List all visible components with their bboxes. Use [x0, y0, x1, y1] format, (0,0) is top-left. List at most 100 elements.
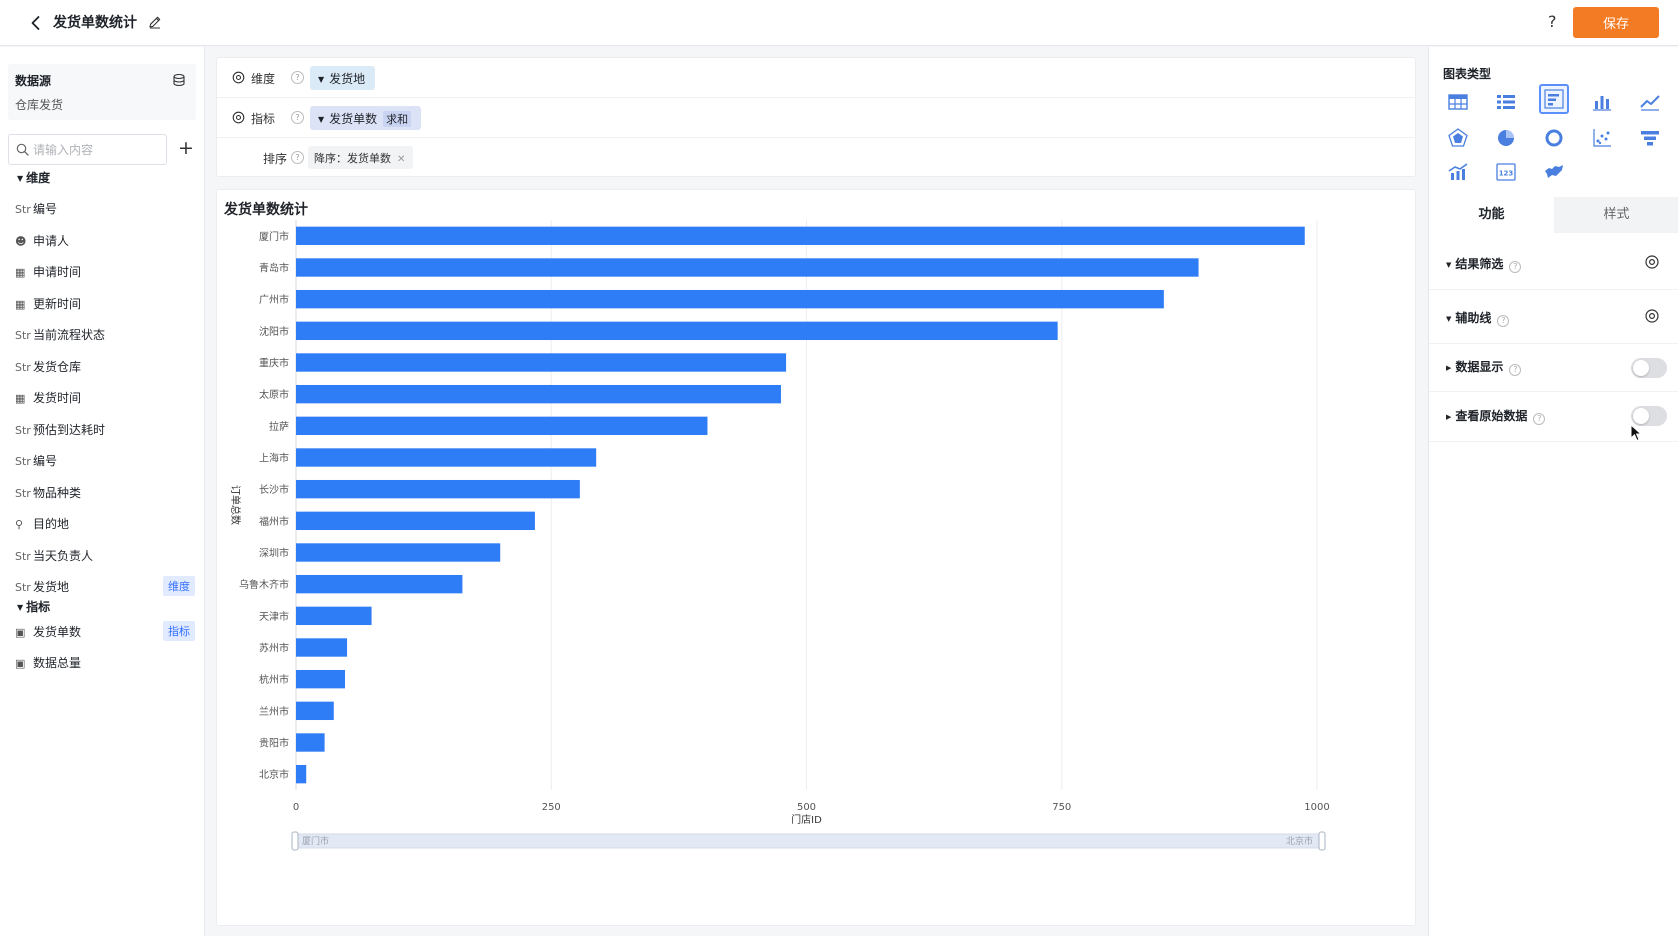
help-circle-icon[interactable]: ?: [1509, 364, 1522, 376]
help-icon[interactable]: ?: [1548, 12, 1557, 31]
data-display-row: ▶ 数据显示?: [1429, 344, 1678, 392]
data-display-expand[interactable]: ▶ 数据显示?: [1446, 358, 1522, 376]
dimension-field[interactable]: Str 当前流程状态: [15, 326, 195, 346]
help-circle-icon[interactable]: ?: [291, 111, 304, 124]
data-display-switch[interactable]: [1631, 358, 1667, 378]
dimension-field[interactable]: ▦ 申请时间: [15, 263, 195, 283]
dimension-row: 维度 ? ▼ 发货地: [217, 58, 1417, 98]
list-icon[interactable]: [1491, 87, 1521, 117]
x-axis-title: 门店ID: [791, 813, 822, 826]
search-input[interactable]: [33, 140, 161, 160]
dimension-field[interactable]: ☻ 申请人: [15, 232, 195, 252]
dimension-field[interactable]: ▦ 更新时间: [15, 295, 195, 315]
y-tick-label: 天津市: [259, 610, 289, 623]
field-label: 物品种类: [33, 485, 82, 500]
help-circle-icon[interactable]: ?: [291, 71, 304, 84]
bar: [296, 606, 372, 626]
result-filter-label: 结果筛选: [1455, 257, 1504, 271]
field-label: 预估到达耗时: [33, 422, 106, 437]
dimension-field[interactable]: Str 发货仓库: [15, 358, 195, 378]
close-icon[interactable]: ✕: [397, 154, 406, 165]
y-tick-label: 太原市: [259, 388, 289, 401]
sort-label: 排序: [263, 152, 288, 166]
string-type-icon: Str: [15, 329, 31, 342]
help-circle-icon[interactable]: ?: [1497, 315, 1510, 327]
funnel-icon[interactable]: [1635, 123, 1665, 153]
help-circle-icon[interactable]: ?: [291, 151, 304, 164]
y-tick-label: 福州市: [259, 515, 289, 528]
help-circle-icon[interactable]: ?: [1533, 413, 1546, 425]
zoom-slider-track: [293, 833, 1322, 849]
calendar-icon: ▦: [15, 266, 26, 279]
tab-style[interactable]: 样式: [1554, 197, 1678, 233]
top-bar: 发货单数统计 ? 保存: [0, 0, 1678, 46]
raw-data-expand[interactable]: ▶ 查看原始数据?: [1446, 407, 1546, 425]
metric-group-header[interactable]: ▼ 指标: [17, 599, 51, 614]
auxiliary-line-toggle[interactable]: ▼ 辅助线?: [1446, 309, 1510, 327]
y-tick-label: 贵阳市: [259, 737, 289, 750]
string-type-icon: Str: [15, 360, 31, 374]
query-config-panel: 维度 ? ▼ 发货地 指标 ? ▼ 发货单数 求和 排序 ? 降序：发货单数 ✕: [216, 57, 1417, 178]
help-circle-icon[interactable]: ?: [1509, 261, 1522, 273]
sort-pill[interactable]: 降序：发货单数 ✕: [308, 146, 414, 169]
y-tick-label: 深圳市: [259, 547, 289, 560]
number-card-icon[interactable]: 123: [1491, 157, 1521, 187]
radar-icon[interactable]: [1443, 123, 1473, 153]
dimension-field[interactable]: ⚲ 目的地: [15, 515, 195, 535]
settings-gear-icon[interactable]: [1644, 308, 1660, 324]
dimension-label: 维度: [251, 72, 276, 86]
y-tick-label: 沈阳市: [259, 325, 289, 338]
dimension-field[interactable]: Str 当天负责人: [15, 547, 195, 567]
dimension-field[interactable]: Str 物品种类: [15, 484, 195, 504]
field-label: 发货地: [33, 580, 70, 594]
bar: [296, 258, 1199, 277]
bar: [296, 733, 325, 752]
zoom-slider-end-label: 北京市: [1286, 835, 1313, 847]
field-search[interactable]: [8, 134, 167, 165]
settings-gear-icon[interactable]: [1644, 254, 1660, 270]
combo-chart-icon[interactable]: [1443, 157, 1473, 187]
bar: [296, 289, 1164, 309]
tab-function[interactable]: 功能: [1429, 197, 1554, 233]
y-axis-title: 订单总数: [229, 485, 242, 525]
dimension-field[interactable]: Str 编号: [15, 200, 195, 220]
metric-field[interactable]: ▣ 数据总量: [15, 654, 195, 674]
database-switch-icon[interactable]: [172, 73, 186, 87]
dimension-field[interactable]: Str 预估到达耗时: [15, 421, 195, 441]
result-filter-toggle[interactable]: ▼ 结果筛选?: [1446, 255, 1522, 273]
zoom-slider-end-handle[interactable]: [1318, 831, 1326, 851]
metric-field[interactable]: ▣ 发货单数 指标: [15, 620, 195, 643]
line-chart-icon[interactable]: [1635, 87, 1665, 117]
dimension-field[interactable]: Str 编号: [15, 452, 195, 472]
save-button[interactable]: 保存: [1573, 7, 1659, 38]
dimension-field[interactable]: Str 发货地 维度: [15, 576, 195, 598]
dimension-group-header[interactable]: ▼ 维度: [17, 171, 51, 185]
map-icon[interactable]: [1539, 157, 1569, 187]
edit-icon[interactable]: [148, 15, 162, 29]
pie-icon[interactable]: [1491, 123, 1521, 153]
field-label: 目的地: [33, 517, 70, 531]
table-icon[interactable]: [1443, 87, 1473, 117]
aggregation-badge: 求和: [383, 111, 412, 127]
string-type-icon: Str: [15, 455, 31, 468]
bar-chart-icon[interactable]: [1587, 87, 1617, 117]
dimension-pill[interactable]: ▼ 发货地: [310, 66, 376, 90]
add-field-icon[interactable]: +: [178, 137, 194, 159]
raw-data-switch[interactable]: [1631, 406, 1667, 426]
horizontal-bar-icon[interactable]: [1539, 84, 1569, 114]
dimension-field[interactable]: ▦ 发货时间: [15, 389, 195, 409]
donut-icon[interactable]: [1539, 123, 1569, 153]
metric-group-label: 指标: [26, 599, 51, 614]
field-label: 数据总量: [33, 656, 82, 670]
zoom-slider-start-handle[interactable]: [291, 831, 299, 851]
back-arrow-icon[interactable]: [26, 13, 46, 33]
metric-pill[interactable]: ▼ 发货单数 求和: [310, 106, 422, 130]
auxiliary-line-label: 辅助线: [1455, 311, 1492, 325]
y-tick-label: 北京市: [259, 768, 289, 781]
sort-row: 排序 ? 降序：发货单数 ✕: [217, 138, 1417, 178]
calendar-icon: ▦: [15, 297, 26, 311]
scatter-icon[interactable]: [1587, 123, 1617, 153]
datasource-name[interactable]: 仓库发货: [15, 98, 64, 112]
data-display-label: 数据显示: [1455, 360, 1504, 374]
bar: [296, 321, 1058, 341]
